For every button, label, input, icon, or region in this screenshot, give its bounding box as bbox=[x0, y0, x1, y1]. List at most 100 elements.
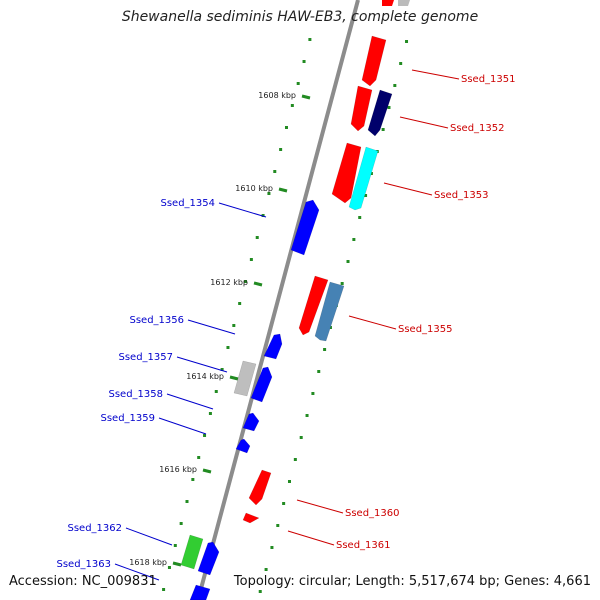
gc-dot-inner bbox=[173, 544, 177, 547]
gc-dot-inner bbox=[214, 390, 218, 393]
gc-dot-outer bbox=[258, 590, 262, 593]
gc-dot-inner bbox=[279, 148, 283, 151]
gc-dot-outer bbox=[276, 524, 280, 527]
gc-dot-inner bbox=[226, 346, 230, 349]
gene-arrow-partial bbox=[398, 0, 410, 6]
leader-line bbox=[348, 315, 397, 330]
gc-dot-outer bbox=[305, 414, 309, 417]
gc-dot-outer bbox=[328, 326, 332, 329]
gc-dot-outer bbox=[282, 502, 286, 505]
gc-dot-inner bbox=[308, 38, 312, 41]
gc-dot-outer bbox=[311, 392, 315, 395]
gc-dot-inner bbox=[232, 324, 236, 327]
gc-dot-outer bbox=[405, 40, 409, 43]
gc-dot-inner bbox=[220, 368, 224, 371]
gene-label-ssed-1362[interactable]: Ssed_1362 bbox=[67, 523, 122, 534]
leader-line bbox=[158, 417, 207, 435]
gene-label-ssed-1357[interactable]: Ssed_1357 bbox=[118, 352, 173, 363]
gc-dot-outer bbox=[323, 348, 327, 351]
gene-label-ssed-1352[interactable]: Ssed_1352 bbox=[450, 123, 505, 134]
gene-arrow-ssed-1362[interactable] bbox=[180, 534, 204, 570]
gene-label-ssed-1361[interactable]: Ssed_1361 bbox=[336, 540, 391, 551]
gc-dot-outer bbox=[299, 436, 303, 439]
leader-line bbox=[187, 319, 236, 335]
leader-line bbox=[218, 202, 267, 218]
leader-line bbox=[125, 527, 173, 546]
gc-dot-inner bbox=[296, 82, 300, 85]
leader-line bbox=[287, 530, 335, 546]
gc-dot-outer bbox=[287, 480, 291, 483]
gc-dot-inner bbox=[162, 588, 166, 591]
gene-arrow-ssed-1353[interactable] bbox=[331, 142, 362, 204]
gene-arrow-ssed-1360[interactable] bbox=[248, 469, 272, 506]
leader-line bbox=[166, 393, 214, 410]
gene-label-ssed-1360[interactable]: Ssed_1360 bbox=[345, 508, 400, 519]
gene-arrow-ssed-1355[interactable] bbox=[298, 275, 329, 336]
gene-arrow-ssed-1357[interactable] bbox=[233, 360, 257, 397]
gc-dot-outer bbox=[369, 172, 373, 175]
gc-dot-outer bbox=[352, 238, 356, 241]
gc-dot-outer bbox=[293, 458, 297, 461]
tick-label: 1610 kbp bbox=[235, 184, 273, 193]
gc-dot-inner bbox=[179, 522, 183, 525]
tick-mark bbox=[229, 375, 239, 381]
gene-label-ssed-1356[interactable]: Ssed_1356 bbox=[129, 315, 184, 326]
leader-line bbox=[296, 499, 344, 514]
gene-arrow-ssed-1355[interactable] bbox=[314, 281, 345, 342]
gc-dot-outer bbox=[399, 62, 403, 65]
gene-arrow-ssed-1352[interactable] bbox=[367, 89, 393, 137]
gc-dot-outer bbox=[346, 260, 350, 263]
tick-mark bbox=[301, 94, 311, 100]
gc-dot-inner bbox=[261, 214, 265, 217]
leader-line bbox=[383, 182, 433, 196]
leader-line bbox=[176, 356, 228, 373]
tick-label: 1616 kbp bbox=[159, 465, 197, 474]
gc-dot-outer bbox=[393, 84, 397, 87]
gc-dot-outer bbox=[358, 216, 362, 219]
gc-dot-outer bbox=[264, 568, 268, 571]
gc-dot-inner bbox=[191, 478, 195, 481]
gene-label-ssed-1351[interactable]: Ssed_1351 bbox=[461, 74, 516, 85]
gene-label-ssed-1353[interactable]: Ssed_1353 bbox=[434, 190, 489, 201]
map-title: Shewanella sediminis HAW-EB3, complete g… bbox=[121, 9, 479, 25]
gc-dot-inner bbox=[267, 192, 271, 195]
tick-label: 1618 kbp bbox=[129, 558, 167, 567]
gene-arrow-ssed-1354[interactable] bbox=[290, 199, 320, 256]
tick-mark bbox=[253, 281, 263, 287]
gene-arrow-ssed-1359[interactable] bbox=[242, 412, 260, 432]
gene-arrow-ssed-1351[interactable] bbox=[361, 35, 387, 87]
gc-dot-inner bbox=[284, 126, 288, 129]
leader-line bbox=[114, 563, 160, 581]
tick-marks: 1608 kbp 1610 kbp 1612 kbp 1614 kbp 1616 kbp… bbox=[129, 91, 311, 567]
tick-mark bbox=[278, 187, 288, 193]
gene-arrow-ssed-1363[interactable] bbox=[197, 541, 220, 576]
gc-dot-inner bbox=[208, 412, 212, 415]
gene-label-ssed-1358[interactable]: Ssed_1358 bbox=[108, 389, 163, 400]
gc-dot-inner bbox=[197, 456, 201, 459]
tick-label: 1608 kbp bbox=[258, 91, 296, 100]
gene-arrow-ssed-1363[interactable] bbox=[189, 584, 211, 600]
gc-dot-outer bbox=[387, 106, 391, 109]
gc-dot-inner bbox=[244, 280, 248, 283]
gene-label-ssed-1359[interactable]: Ssed_1359 bbox=[100, 413, 155, 424]
gene-arrow-ssed-1352[interactable] bbox=[350, 85, 373, 132]
tick-mark bbox=[202, 468, 212, 474]
gene-label-ssed-1355[interactable]: Ssed_1355 bbox=[398, 324, 453, 335]
gc-dot-outer bbox=[364, 194, 368, 197]
gc-dot-inner bbox=[238, 302, 242, 305]
gene-arrow-ssed-1361[interactable] bbox=[242, 512, 260, 524]
gc-dot-inner bbox=[185, 500, 189, 503]
gene-arrow-ssed-1359[interactable] bbox=[235, 438, 251, 454]
gene-label-ssed-1354[interactable]: Ssed_1354 bbox=[160, 198, 215, 209]
gene-arrow-ssed-1356[interactable] bbox=[263, 333, 283, 360]
gene-arrow-ssed-1358[interactable] bbox=[250, 366, 273, 403]
gc-dot-outer bbox=[340, 282, 344, 285]
genome-stats-text: Topology: circular; Length: 5,517,674 bp… bbox=[233, 574, 591, 589]
gene-track bbox=[180, 0, 410, 600]
genome-backbone bbox=[195, 0, 361, 600]
gene-arrow-ssed-1353[interactable] bbox=[348, 146, 379, 211]
leader-line bbox=[411, 69, 460, 80]
tick-mark bbox=[172, 561, 182, 567]
gene-label-ssed-1363[interactable]: Ssed_1363 bbox=[56, 559, 111, 570]
